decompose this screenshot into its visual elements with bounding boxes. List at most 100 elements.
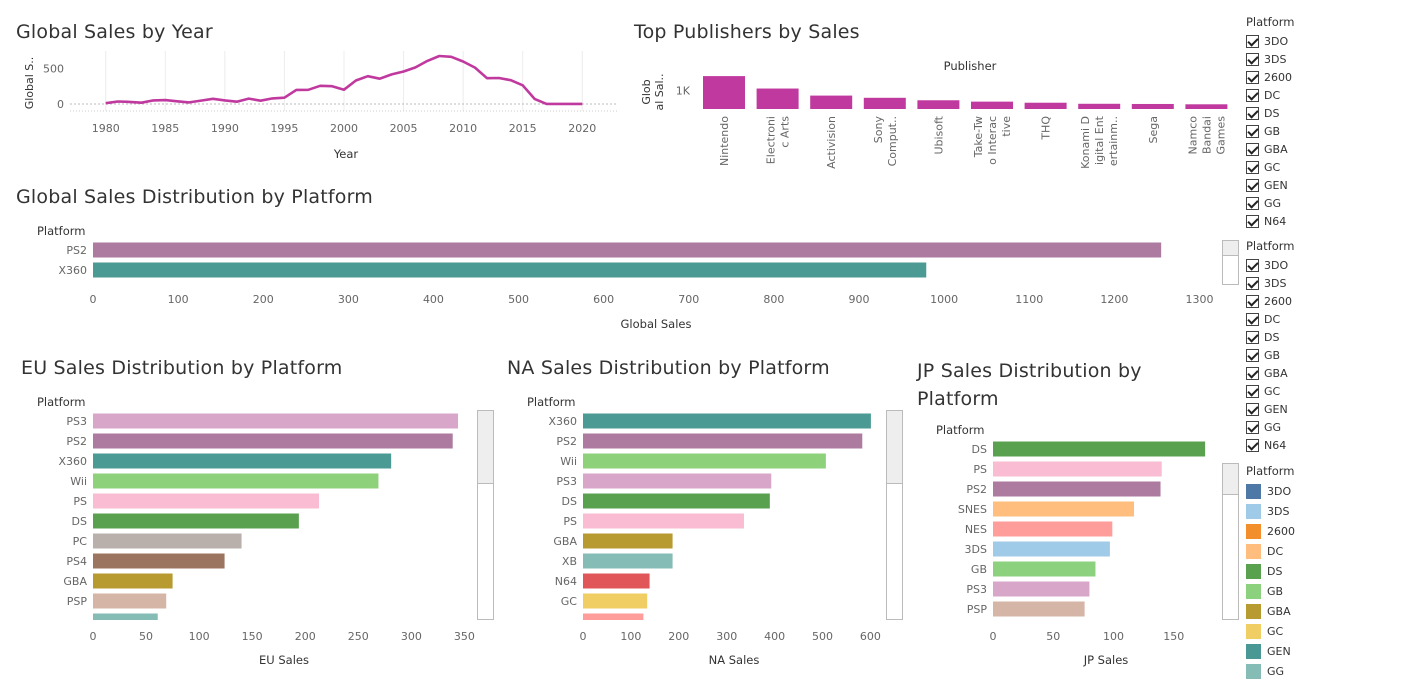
filter-option-gg[interactable]: GG	[1246, 194, 1396, 212]
publisher-bar	[863, 97, 906, 109]
checkbox-checked-icon[interactable]	[1246, 276, 1259, 290]
checkbox-checked-icon[interactable]	[1246, 294, 1259, 308]
legend-item-gba[interactable]: GBA	[1246, 601, 1396, 621]
checkbox-checked-icon[interactable]	[1246, 402, 1259, 416]
jp-title: JP Sales Distribution by Platform	[917, 357, 1142, 413]
filter-header: Platform	[1246, 15, 1295, 29]
filter-option-3do[interactable]: 3DO	[1246, 256, 1396, 274]
filter-list: 3DO 3DS 2600 DC DS GB GBA GC GEN GG N64	[1246, 32, 1396, 229]
filter-option-gba[interactable]: GBA	[1246, 140, 1396, 158]
checkbox-checked-icon[interactable]	[1246, 214, 1259, 228]
checkbox-checked-icon[interactable]	[1246, 106, 1259, 120]
platform-scroll-thumb[interactable]	[1223, 241, 1238, 256]
filter-option-ds[interactable]: DS	[1246, 104, 1396, 122]
filter-option-3ds[interactable]: 3DS	[1246, 50, 1396, 68]
legend-item-gb[interactable]: GB	[1246, 581, 1396, 601]
checkbox-checked-icon[interactable]	[1246, 178, 1259, 192]
filter-option-gen[interactable]: GEN	[1246, 400, 1396, 418]
na-sales-chart[interactable]: Platform X360 PS2 Wii PS3 DS PS GBA XB N64 GC 0 100 2…	[500, 390, 910, 680]
x-tick-label: 200	[295, 630, 316, 643]
checkbox-checked-icon[interactable]	[1246, 142, 1259, 156]
platform-scrollbar[interactable]	[1222, 240, 1239, 285]
checkbox-checked-icon[interactable]	[1246, 160, 1259, 174]
filter-option-3ds[interactable]: 3DS	[1246, 274, 1396, 292]
checkbox-checked-icon[interactable]	[1246, 88, 1259, 102]
x-axis-title: JP Sales	[1083, 653, 1129, 667]
legend-item-dc[interactable]: DC	[1246, 541, 1396, 561]
na-scroll-thumb[interactable]	[887, 411, 902, 484]
checkbox-checked-icon[interactable]	[1246, 420, 1259, 434]
bar-psp	[993, 601, 1085, 617]
x-tick-label: 500	[812, 630, 833, 643]
platform-global-chart[interactable]: Platform PS2 X360 0 100 200 300 400 500 600 700 800…	[0, 220, 1240, 340]
na-scrollbar[interactable]	[886, 410, 903, 620]
eu-sales-chart[interactable]: Platform PS3 PS2 X360 Wii PS DS PC PS4 GBA PSP 0 50 1…	[0, 390, 500, 680]
checkbox-checked-icon[interactable]	[1246, 366, 1259, 380]
eu-scrollbar[interactable]	[477, 410, 494, 620]
legend-item-gc[interactable]: GC	[1246, 621, 1396, 641]
filter-option-gc[interactable]: GC	[1246, 158, 1396, 176]
x-tick-label: 0	[580, 630, 587, 643]
x-tick-label: 1100	[1015, 293, 1043, 306]
category-label: GBA	[553, 535, 577, 548]
bar-x360	[583, 413, 871, 429]
category-label: PS2	[556, 435, 577, 448]
legend-label: DC	[1267, 544, 1284, 558]
filter-list: 3DO 3DS 2600 DC DS GB GBA GC GEN GG N64	[1246, 256, 1396, 453]
legend-item-gg[interactable]: GG	[1246, 661, 1396, 681]
legend-item-3ds[interactable]: 3DS	[1246, 501, 1396, 521]
legend-label: GB	[1267, 584, 1284, 598]
sales-by-year-chart[interactable]: 0 500 1980 1985 1990 1995 2000 2005 2010 2015 2020…	[0, 45, 630, 170]
filter-option-2600[interactable]: 2600	[1246, 292, 1396, 310]
checkbox-checked-icon[interactable]	[1246, 34, 1259, 48]
top-publishers-chart[interactable]: Publisher 1K Glob al Sal.. Nintendo Electroni…	[630, 50, 1242, 175]
jp-sales-chart[interactable]: Platform DS PS PS2 SNES NES 3DS GB PS3 PSP 0 50 100 1…	[910, 418, 1240, 680]
filter-option-dc[interactable]: DC	[1246, 310, 1396, 328]
x-tick-label: 2015	[509, 122, 537, 135]
filter-option-gg[interactable]: GG	[1246, 418, 1396, 436]
filter-option-n64[interactable]: N64	[1246, 212, 1396, 229]
filter-option-2600[interactable]: 2600	[1246, 68, 1396, 86]
legend-label: GC	[1267, 624, 1284, 638]
eu-scroll-thumb[interactable]	[478, 411, 493, 484]
checkbox-checked-icon[interactable]	[1246, 196, 1259, 210]
filter-option-gc[interactable]: GC	[1246, 382, 1396, 400]
platform-filter-2: Platform 3DO 3DS 2600 DC DS GB GBA GC GEN GG N64	[1246, 239, 1396, 453]
filter-option-gb[interactable]: GB	[1246, 122, 1396, 140]
filter-option-n64[interactable]: N64	[1246, 436, 1396, 453]
checkbox-checked-icon[interactable]	[1246, 384, 1259, 398]
bar-wii	[583, 453, 826, 469]
filter-option-dc[interactable]: DC	[1246, 86, 1396, 104]
checkbox-checked-icon[interactable]	[1246, 312, 1259, 326]
jp-scrollbar[interactable]	[1222, 463, 1239, 620]
checkbox-checked-icon[interactable]	[1246, 348, 1259, 362]
checkbox-checked-icon[interactable]	[1246, 258, 1259, 272]
legend-item-2600[interactable]: 2600	[1246, 521, 1396, 541]
publisher-label: ertainm..	[1107, 116, 1120, 166]
checkbox-checked-icon[interactable]	[1246, 124, 1259, 138]
filter-header: Platform	[1246, 239, 1295, 253]
x-tick-label: 500	[508, 293, 529, 306]
x-tick-label: 700	[678, 293, 699, 306]
checkbox-checked-icon[interactable]	[1246, 70, 1259, 84]
filter-option-ds[interactable]: DS	[1246, 328, 1396, 346]
category-label: X360	[548, 415, 577, 428]
jp-scroll-thumb[interactable]	[1223, 464, 1238, 495]
bar-ds	[993, 441, 1206, 457]
checkbox-checked-icon[interactable]	[1246, 438, 1259, 452]
filter-option-gba[interactable]: GBA	[1246, 364, 1396, 382]
filter-option-gb[interactable]: GB	[1246, 346, 1396, 364]
legend-item-ds[interactable]: DS	[1246, 561, 1396, 581]
filter-option-3do[interactable]: 3DO	[1246, 32, 1396, 50]
bar-wii	[93, 473, 379, 489]
legend-item-gen[interactable]: GEN	[1246, 641, 1396, 661]
x-tick-label: 300	[338, 293, 359, 306]
x-tick-label: 50	[1046, 630, 1060, 643]
legend-label: GG	[1267, 664, 1285, 678]
legend-item-3do[interactable]: 3DO	[1246, 481, 1396, 501]
category-label: N64	[555, 575, 577, 588]
checkbox-checked-icon[interactable]	[1246, 330, 1259, 344]
filter-option-gen[interactable]: GEN	[1246, 176, 1396, 194]
checkbox-checked-icon[interactable]	[1246, 52, 1259, 66]
publisher-label: o Interac	[986, 116, 999, 165]
